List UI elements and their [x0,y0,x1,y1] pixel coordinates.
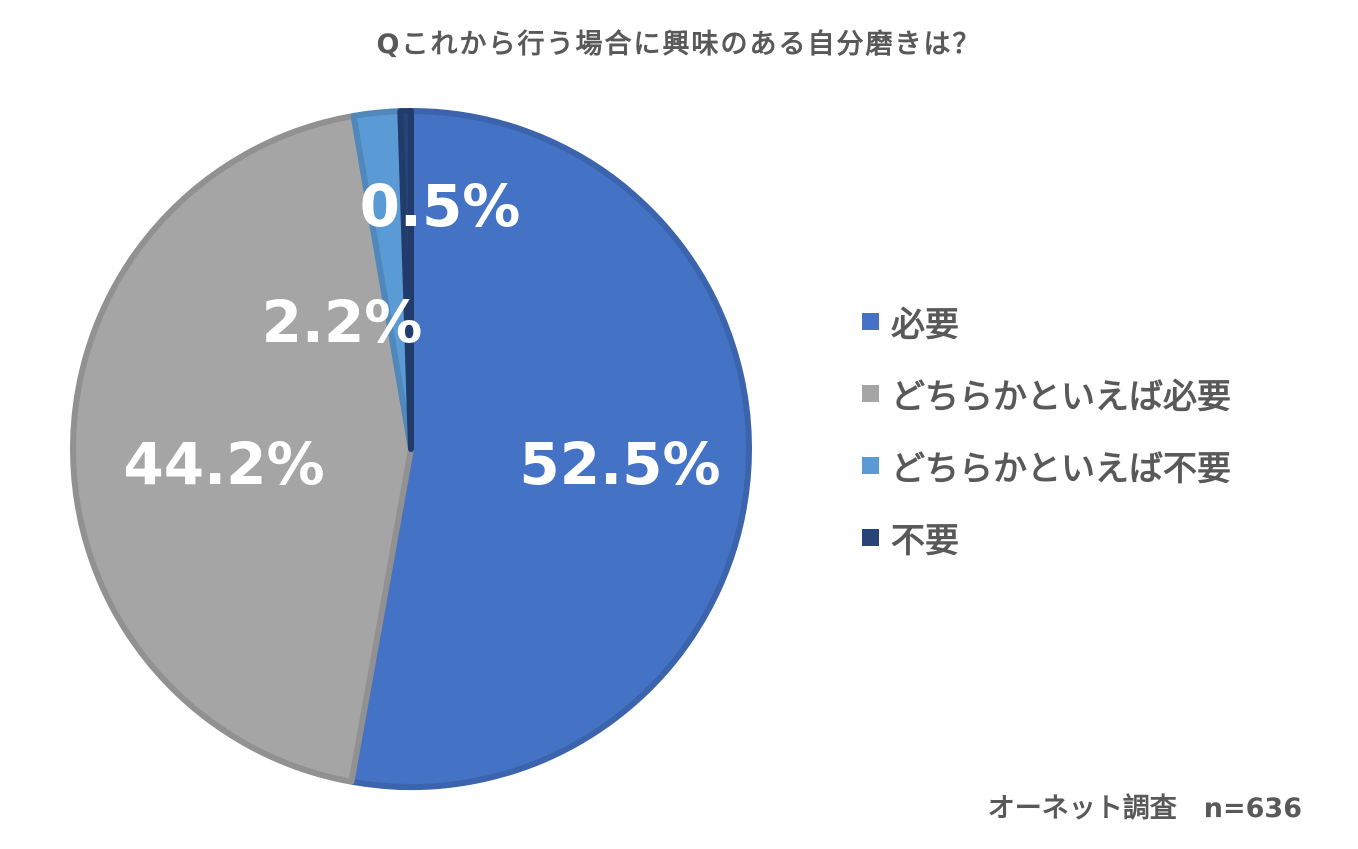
legend-item-hitsuyou: 必要 [862,285,1231,357]
legend-item-fuyou: 不要 [862,501,1231,573]
legend-swatch [862,528,879,546]
legend-label: 不要 [891,520,959,561]
data-label-dochiraka-fuyou: 2.2% [262,288,423,356]
chart-legend: 必要 どちらかといえば必要 どちらかといえば不要 不要 [862,285,1231,573]
pie-slice-dochiraka-hitsuyou [69,112,414,785]
source-note: オーネット調査 n=636 [987,793,1302,824]
pie-data-labels: 52.5% 44.2% 2.2% 0.5% [123,172,720,498]
pie-slice-hitsuyou [348,108,752,790]
legend-item-dochiraka-hitsuyou: どちらかといえば必要 [862,357,1231,429]
legend-label: 必要 [891,304,959,345]
legend-label: どちらかといえば必要 [891,376,1231,417]
pie-slice-fuyou [397,108,414,452]
legend-swatch [862,312,879,330]
legend-swatch [862,384,879,402]
pie-slices [69,108,752,790]
data-label-dochiraka-hitsuyou: 44.2% [123,430,324,498]
data-label-fuyou: 0.5% [360,172,521,240]
chart-title: Qこれから行う場合に興味のある自分磨きは？ [376,29,982,60]
legend-swatch [862,456,879,474]
legend-item-dochiraka-fuyou: どちらかといえば不要 [862,429,1231,501]
legend-label: どちらかといえば不要 [891,448,1231,489]
data-label-hitsuyou: 52.5% [519,430,720,498]
